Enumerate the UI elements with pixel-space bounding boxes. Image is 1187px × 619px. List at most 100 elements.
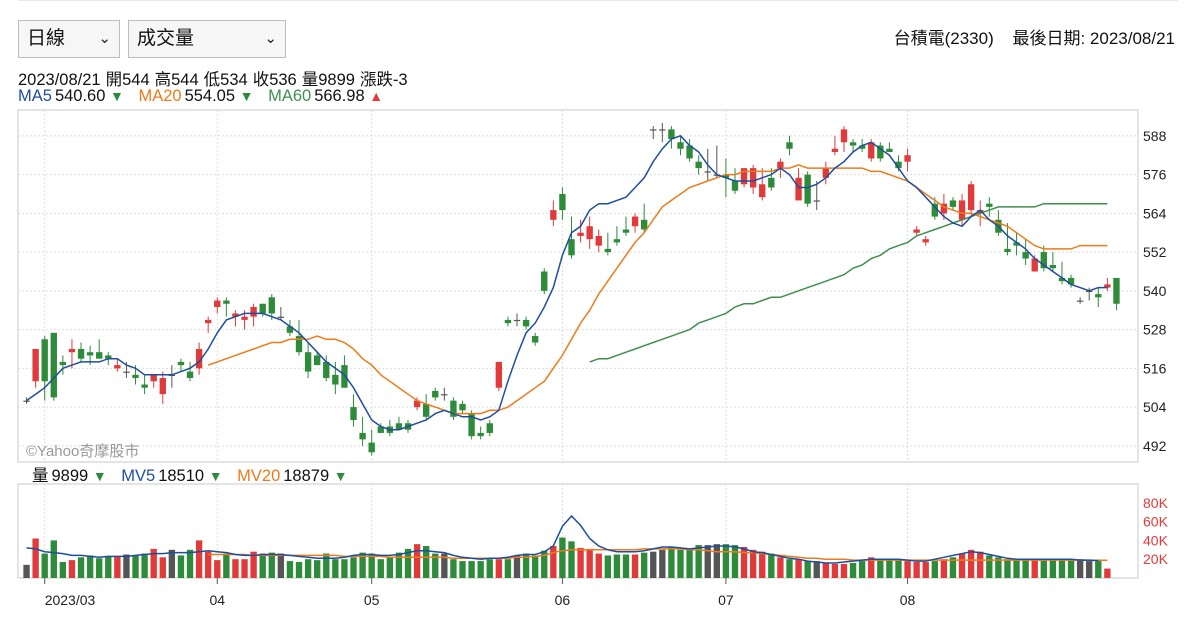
price-panel-frame [17, 109, 1139, 463]
candle-body [259, 303, 266, 314]
volume-bar [186, 549, 194, 578]
candle-body [849, 142, 857, 146]
candle-body [913, 229, 920, 233]
candle-body [722, 174, 730, 178]
down-arrow-icon: ▼ [239, 88, 254, 104]
price-tick-label: 492 [1143, 438, 1167, 454]
volume-bar [1095, 561, 1102, 578]
mv5-line [26, 514, 1099, 564]
volume-bar [123, 554, 130, 578]
candle-body [922, 239, 929, 243]
yahoo-watermark: ©Yahoo奇摩股市 [26, 442, 139, 460]
candle-body [840, 129, 848, 143]
last-date: 最後日期: 2023/08/21 [1012, 29, 1175, 48]
volume-bar [1104, 568, 1111, 578]
ma20-value: 554.05 [184, 87, 236, 105]
volume-bar [650, 551, 657, 578]
candle-body [86, 352, 94, 356]
volume-legend: 量 9899 ▼ MV5 18510 ▼ MV20 18879 ▼ [32, 462, 358, 486]
period-select[interactable]: 日線 ⌄ [18, 20, 120, 58]
volume-bar [659, 549, 666, 578]
candle-body [250, 306, 257, 317]
volume-bar [913, 562, 920, 578]
price-tick-label: 552 [1143, 244, 1167, 260]
ohlc-high: 高544 [154, 71, 199, 89]
month-tick-label: 06 [555, 592, 571, 608]
volume-bar [241, 559, 248, 578]
candle-body [1076, 300, 1084, 302]
volume-bar [304, 559, 312, 578]
volume-bar [967, 549, 975, 578]
candle-body [195, 348, 203, 369]
volume-bar [759, 551, 766, 578]
volume-bar [786, 559, 793, 578]
price-tick-label: 516 [1143, 360, 1167, 376]
candle-body [286, 326, 294, 333]
volume-bar [32, 538, 39, 578]
volume-bar [468, 561, 475, 578]
candle-body [350, 407, 357, 421]
candle-body [886, 148, 893, 152]
volume-bar [177, 555, 185, 578]
candle-body [568, 239, 575, 256]
candle-body [931, 203, 938, 217]
volume-bar [50, 540, 57, 578]
indicator-select[interactable]: 成交量 ⌄ [128, 20, 286, 58]
candle-body [504, 319, 512, 324]
volume-bar [695, 545, 702, 578]
candle-body [323, 361, 330, 379]
candle-body [740, 168, 748, 185]
volume-bar [195, 540, 203, 578]
volume-bar [495, 559, 503, 578]
candle-body [659, 129, 666, 131]
candle-body [695, 161, 702, 169]
candle-body [986, 203, 993, 207]
down-arrow-icon: ▼ [333, 468, 348, 484]
volume-bar [531, 555, 539, 578]
ma60-label: MA60 [268, 87, 312, 105]
volume-bar [686, 549, 693, 578]
volume-bar [731, 545, 739, 578]
candle-body [704, 171, 711, 173]
volume-bar [214, 560, 221, 578]
volume-bar [749, 549, 757, 578]
up-arrow-icon: ▲ [369, 88, 384, 104]
candle-body [858, 145, 866, 149]
volume-bar [295, 562, 303, 578]
candle-body [114, 365, 121, 369]
volume-bar [722, 544, 730, 578]
price-tick-label: 504 [1143, 399, 1167, 415]
candle-body [877, 145, 884, 159]
month-tick-label: 2023/03 [45, 592, 96, 608]
candle-body [314, 355, 321, 366]
candle-body [831, 148, 839, 152]
candle-body [359, 432, 366, 440]
volume-bar [595, 553, 602, 578]
mv5-value: 18510 [158, 467, 205, 485]
candle-body [177, 361, 185, 366]
candle-body [868, 142, 875, 159]
candle-body [32, 348, 39, 382]
ma5-line [26, 134, 1108, 431]
period-select-value: 日線 [27, 28, 66, 49]
candle-body [1067, 277, 1075, 285]
volume-tick-label: 40K [1143, 532, 1169, 548]
candle-body [377, 426, 384, 433]
candle-body [940, 203, 948, 214]
volume-bar [232, 559, 239, 578]
volume-bar [586, 548, 593, 578]
volume-bar [96, 558, 103, 578]
candle-body [468, 413, 475, 437]
candle-body [895, 161, 902, 169]
volume-bar [631, 554, 639, 578]
candle-body [749, 168, 757, 188]
volume-bar [858, 561, 866, 578]
candle-body [813, 200, 820, 202]
candle-body [132, 374, 139, 379]
volume-bar [168, 549, 176, 578]
volume-bar [314, 560, 321, 578]
volume-bar [868, 557, 875, 578]
volume-bar [413, 544, 421, 578]
volume-bar [522, 553, 530, 578]
